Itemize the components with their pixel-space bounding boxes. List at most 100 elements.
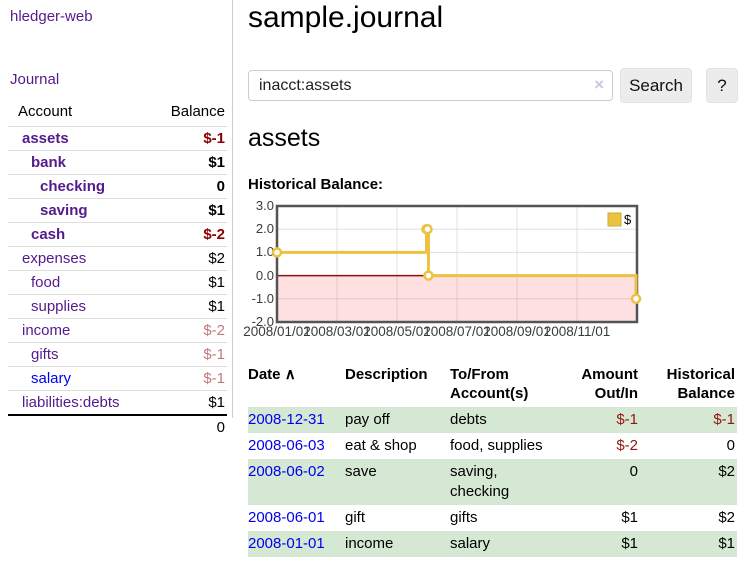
x-axis-tick-label: 2008/03/01 [303,324,371,339]
transaction-accounts: gifts [450,509,478,526]
transaction-description: eat & shop [345,437,417,454]
transaction-date-link[interactable]: 2008-06-03 [248,437,325,454]
transaction-balance: $1 [718,535,735,552]
sort-ascending-icon: ∧ [284,366,296,383]
transaction-description: income [345,535,394,552]
account-link-salary[interactable]: salary [31,370,72,387]
account-link-bank[interactable]: bank [31,154,67,171]
account-link-assets[interactable]: assets [22,130,69,147]
register-header-row: Date ∧ Description To/From Account(s) Am… [248,361,737,407]
account-link-food[interactable]: food [31,274,61,291]
svg-text:$: $ [624,212,632,227]
account-row-liabilities-debts: liabilities:debts $1 [8,390,227,415]
transaction-date-link[interactable]: 2008-06-02 [248,463,325,480]
account-row-cash: cash $-2 [8,222,227,247]
account-balance: $-2 [146,318,227,343]
transaction-amount: $-1 [616,411,638,428]
clear-search-icon[interactable]: × [594,75,604,94]
account-link-income[interactable]: income [22,322,71,339]
current-account-heading: assets [248,124,321,152]
register-header-description: Description [345,366,428,383]
account-balance: $-1 [146,126,227,151]
x-axis-tick-label: 2008/11/01 [543,324,611,339]
account-balance: $1 [146,390,227,415]
x-axis-tick-label: 2008/05/01 [363,324,431,339]
account-row-food: food $1 [8,270,227,295]
transaction-balance: $2 [718,463,735,480]
transaction-amount: $1 [621,535,638,552]
account-balance: $2 [146,246,227,271]
transaction-description: save [345,463,377,480]
account-row-income: income $-2 [8,318,227,343]
app-title-link[interactable]: hledger-web [10,8,93,25]
historical-balance-chart: 3.0 2.0 1.0 0.0 -1.0 -2.0 2008/01/01 2008/03/01… [243,199,742,345]
transaction-date-link[interactable]: 2008-01-01 [248,535,325,552]
accounts-table: Account Balance assets $-1 bank $1 check… [8,98,227,439]
register-header-accounts: To/From Account(s) [450,366,529,402]
accounts-total-row: 0 [8,414,227,439]
account-link-checking[interactable]: checking [40,178,106,195]
account-row-gifts: gifts $-1 [8,342,227,367]
transaction-date-link[interactable]: 2008-12-31 [248,411,325,428]
accounts-header-account: Account [18,103,73,120]
account-balance: 0 [146,174,227,199]
search-input[interactable] [248,70,613,101]
account-row-saving: saving $1 [8,198,227,223]
x-axis-tick-label: 2008/01/01 [243,324,311,339]
sidebar-divider [232,0,233,418]
transaction-balance: $-1 [713,411,735,428]
y-axis-tick-label: 2.0 [255,221,274,237]
register-row[interactable]: 2008-06-02 save saving, checking 0 $2 [248,459,737,505]
account-row-salary: salary $-1 [8,366,227,391]
transaction-amount: 0 [629,463,638,480]
register-header-balance: Historical Balance [666,366,735,402]
account-row-assets: assets $-1 [8,126,227,151]
chart-title: Historical Balance: [248,176,384,193]
account-link-cash[interactable]: cash [31,226,66,243]
register-row[interactable]: 2008-01-01 income salary $1 $1 [248,531,737,557]
account-link-supplies[interactable]: supplies [31,298,87,315]
y-axis-tick-label: 0.0 [255,267,274,283]
sidebar-item-journal[interactable]: Journal [10,71,60,88]
account-balance: $-1 [146,366,227,391]
account-row-bank: bank $1 [8,150,227,175]
register-row[interactable]: 2008-06-03 eat & shop food, supplies $-2… [248,433,737,459]
transaction-balance: $2 [718,509,735,526]
transaction-description: gift [345,509,366,526]
y-axis-tick-label: 1.0 [255,244,274,260]
account-link-gifts[interactable]: gifts [31,346,59,363]
account-balance: $1 [146,198,227,223]
account-row-checking: checking 0 [8,174,227,199]
transaction-balance: 0 [726,437,735,454]
account-balance: $1 [146,150,227,175]
register-row[interactable]: 2008-12-31 pay off debts $-1 $-1 [248,407,737,433]
account-link-saving[interactable]: saving [40,202,88,219]
accounts-total-value: 0 [146,414,227,439]
accounts-header-balance: Balance [170,103,225,120]
account-balance: $1 [146,294,227,319]
account-row-expenses: expenses $2 [8,246,227,271]
account-balance: $1 [146,270,227,295]
account-link-liabilities-debts[interactable]: liabilities:debts [22,394,120,411]
x-axis-tick-label: 2008/07/01 [423,324,491,339]
search-button[interactable]: Search [620,68,692,103]
transaction-amount: $1 [621,509,638,526]
accounts-header-row: Account Balance [8,98,227,127]
chart-legend: $ [607,212,632,227]
page-title: sample.journal [248,1,444,34]
account-balance: $-1 [146,342,227,367]
transaction-date-link[interactable]: 2008-06-01 [248,509,325,526]
chart-plot-area: $ [271,204,642,324]
transaction-accounts: salary [450,535,491,552]
account-balance: $-2 [146,222,227,247]
y-axis-tick-label: -2.0 [251,314,274,329]
register-header-date[interactable]: Date ∧ [248,366,296,383]
register-header-amount: Amount Out/In [581,366,638,402]
register-table: Date ∧ Description To/From Account(s) Am… [248,361,737,557]
account-row-supplies: supplies $1 [8,294,227,319]
transaction-accounts: food, supplies [450,437,543,454]
help-button[interactable]: ? [706,68,738,103]
account-link-expenses[interactable]: expenses [22,250,87,267]
transaction-description: pay off [345,411,390,428]
register-row[interactable]: 2008-06-01 gift gifts $1 $2 [248,505,737,531]
